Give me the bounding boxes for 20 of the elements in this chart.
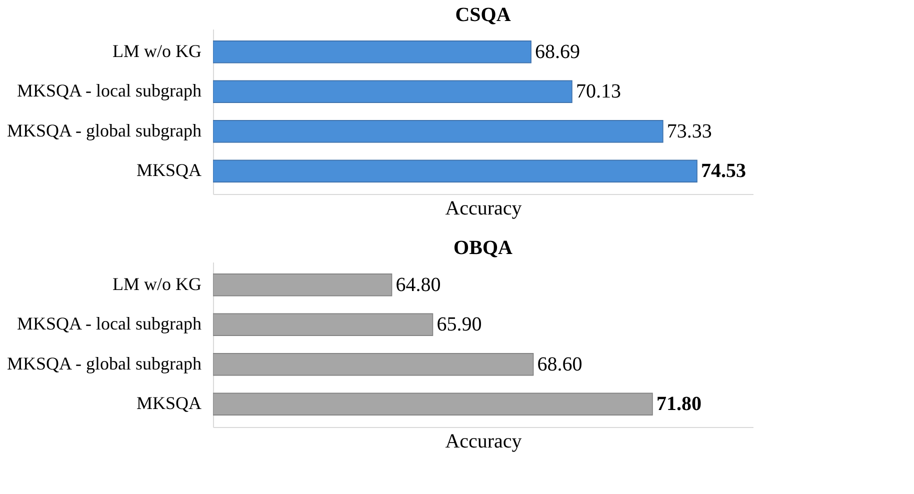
y-tick-label: MKSQA - local subgraph xyxy=(17,314,202,334)
chart-title: CSQA xyxy=(455,4,512,26)
data-label: 65.90 xyxy=(436,314,482,336)
data-label: 68.69 xyxy=(535,40,580,63)
x-axis-title: Accuracy xyxy=(445,430,522,452)
y-tick-label: MKSQA xyxy=(136,160,202,180)
data-label: 73.33 xyxy=(666,120,712,142)
data-label: 71.80 xyxy=(656,393,702,416)
y-tick-label: MKSQA - global subgraph xyxy=(7,120,202,140)
x-axis-title: Accuracy xyxy=(445,198,522,220)
data-label: 64.80 xyxy=(396,274,441,296)
data-label: 74.53 xyxy=(701,160,746,182)
y-tick-label: LM w/o KG xyxy=(112,40,202,61)
y-tick-label: MKSQA - global subgraph xyxy=(7,353,202,374)
data-label: 70.13 xyxy=(576,80,621,103)
y-tick-label: MKSQA xyxy=(136,393,202,414)
data-label: 68.60 xyxy=(537,353,582,376)
chart-title: OBQA xyxy=(454,237,513,259)
y-tick-label: MKSQA - local subgraph xyxy=(17,80,202,101)
y-tick-label: LM w/o KG xyxy=(112,274,202,294)
